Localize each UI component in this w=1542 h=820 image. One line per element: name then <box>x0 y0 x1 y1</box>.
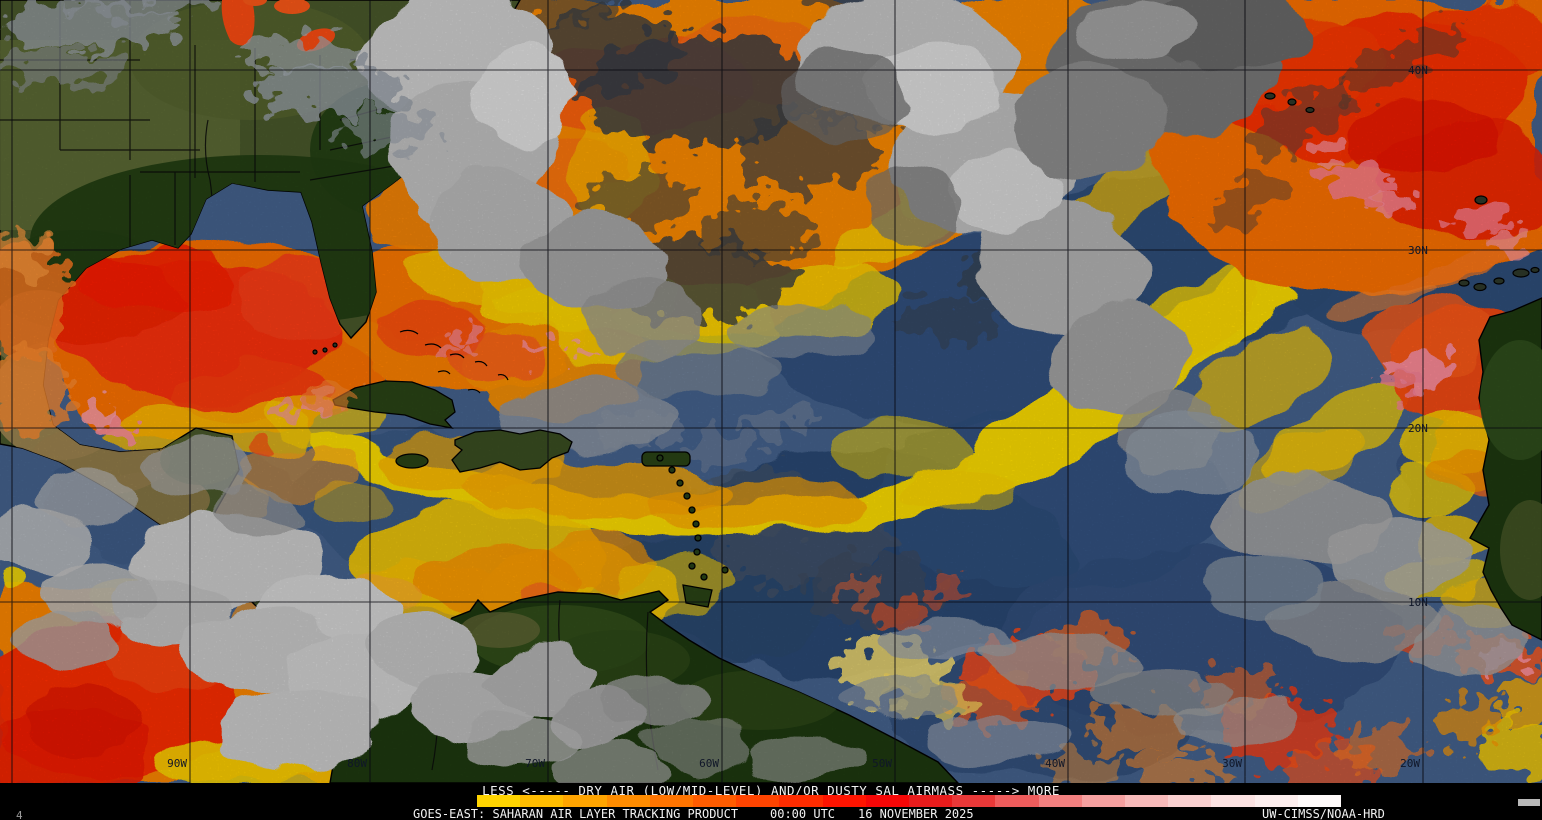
satellite-map-canvas: 40N 30N 20N 10N 90W 80W 70W 60W 50W 40W … <box>0 0 1542 783</box>
legend-gray-chip <box>1518 799 1540 806</box>
colorbar-title: LESS <----- DRY AIR (LOW/MID-LEVEL) AND/… <box>482 783 1060 798</box>
product-caption: GOES-EAST: SAHARAN AIR LAYER TRACKING PR… <box>0 807 1542 820</box>
corner-mark: 4 <box>16 809 23 820</box>
product-date: 16 NOVEMBER 2025 <box>858 807 974 820</box>
product-time: 00:00 UTC <box>770 807 836 820</box>
product-credit: UW-CIMSS/NOAA-HRD <box>1262 807 1385 820</box>
dry-air-colorbar <box>477 795 1342 807</box>
product-title: GOES-EAST: SAHARAN AIR LAYER TRACKING PR… <box>413 807 739 820</box>
legend-bar: LESS <----- DRY AIR (LOW/MID-LEVEL) AND/… <box>0 783 1542 820</box>
image-grain <box>0 0 1542 783</box>
satellite-map: 40N 30N 20N 10N 90W 80W 70W 60W 50W 40W … <box>0 0 1542 783</box>
